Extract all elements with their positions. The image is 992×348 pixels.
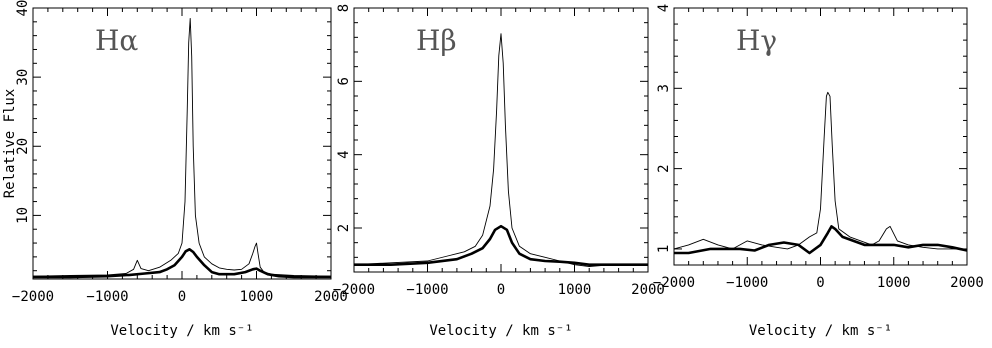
broad-profile-line — [33, 248, 331, 279]
y-tick-label: 2 — [656, 164, 672, 172]
x-tick-label: 2000 — [314, 289, 348, 305]
chart-panel-3: −2000 −1000 0 1000 2000 1 2 3 4 Hγ Velocity / km s… — [653, 4, 984, 339]
y-tick-label: 4 — [336, 150, 352, 158]
panel-label: Hγ — [736, 24, 777, 57]
narrow-profile-line — [673, 91, 967, 250]
x-tick-label: −1000 — [726, 275, 768, 291]
y-tick-label: 1 — [656, 245, 672, 253]
x-tick-label: 0 — [816, 275, 824, 291]
panel-label: Hα — [95, 24, 138, 57]
y-tick-label: 2 — [336, 224, 352, 232]
plot-frame — [673, 7, 968, 266]
broad-profile-line — [674, 225, 968, 255]
x-tick-label: −2000 — [12, 289, 54, 305]
y-tick-label: 20 — [15, 138, 31, 155]
y-tick-label: 8 — [336, 4, 352, 12]
y-tick-label: 6 — [336, 77, 352, 85]
x-tick-label: −2000 — [653, 275, 695, 291]
x-tick-label: 0 — [497, 282, 505, 298]
y-axis-title: Relative Flux — [2, 89, 18, 199]
x-tick-label: 1000 — [877, 275, 911, 291]
narrow-profile-line — [32, 17, 332, 277]
narrow-profile-line — [353, 33, 648, 267]
chart-panel-1: −2000 −1000 0 1000 2000 10 20 30 40 Hα Velocity / … — [2, 0, 348, 339]
x-tick-label: −2000 — [333, 282, 375, 298]
plot-frame — [353, 7, 649, 273]
x-tick-label: 2000 — [631, 282, 665, 298]
x-tick-label: 1000 — [240, 289, 274, 305]
x-tick-label: 0 — [178, 289, 186, 305]
x-tick-label: −1000 — [86, 289, 128, 305]
x-axis-title: Velocity / km s⁻¹ — [110, 323, 253, 339]
y-tick-label: 40 — [15, 0, 31, 16]
y-tick-label: 30 — [15, 69, 31, 86]
y-tick-label: 10 — [15, 207, 31, 224]
y-tick-label: 4 — [656, 4, 672, 12]
x-tick-label: 2000 — [950, 275, 984, 291]
broad-profile-line — [354, 224, 648, 267]
x-tick-label: −1000 — [406, 282, 448, 298]
y-tick-label: 3 — [656, 84, 672, 92]
panel-label: Hβ — [416, 24, 457, 57]
x-axis-title: Velocity / km s⁻¹ — [429, 323, 572, 339]
x-tick-label: 1000 — [558, 282, 592, 298]
chart-panel-2: −2000 −1000 0 1000 2000 2 4 6 8 Hβ Velocity / km s… — [333, 4, 665, 339]
x-axis-title: Velocity / km s⁻¹ — [749, 323, 892, 339]
